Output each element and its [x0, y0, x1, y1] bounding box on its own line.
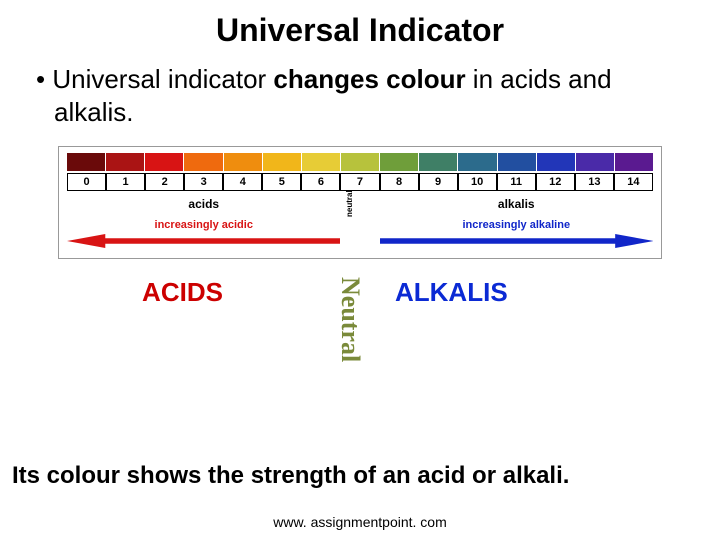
- ph-swatch: [263, 153, 302, 171]
- ph-number: 5: [262, 173, 301, 191]
- neutral-big-label: Neutral: [325, 277, 365, 407]
- label-neutral: neutral: [340, 197, 379, 217]
- ph-number: 11: [497, 173, 536, 191]
- acidic-arrow-text: increasingly acidic: [67, 219, 340, 231]
- ph-swatch: [380, 153, 419, 171]
- alkaline-arrow-text: increasingly alkaline: [380, 219, 653, 231]
- ph-swatch: [341, 153, 380, 171]
- ph-number: 6: [301, 173, 340, 191]
- ph-number: 1: [106, 173, 145, 191]
- ph-swatch: [67, 153, 106, 171]
- ph-number: 14: [614, 173, 653, 191]
- ph-swatch: [458, 153, 497, 171]
- ph-number: 8: [380, 173, 419, 191]
- ph-category-labels: acids neutral alkalis: [67, 197, 653, 217]
- ph-number-row: 01234567891011121314: [67, 173, 653, 191]
- arrow-text-row: increasingly acidic increasingly alkalin…: [67, 219, 653, 231]
- ph-swatch: [498, 153, 537, 171]
- ph-swatch: [184, 153, 223, 171]
- ph-swatch: [537, 153, 576, 171]
- ph-number: 0: [67, 173, 106, 191]
- alkaline-arrow-icon: [380, 234, 653, 248]
- alkalis-big-label: ALKALIS: [365, 277, 680, 308]
- acids-big-label: ACIDS: [40, 277, 325, 308]
- ph-color-swatches: [67, 153, 653, 171]
- ph-swatch: [419, 153, 458, 171]
- bottom-caption: Its colour shows the strength of an acid…: [0, 462, 720, 490]
- ph-number: 3: [184, 173, 223, 191]
- ph-swatch: [145, 153, 184, 171]
- label-alkalis: alkalis: [380, 197, 653, 217]
- ph-swatch: [576, 153, 615, 171]
- page-title: Universal Indicator: [0, 12, 720, 49]
- ph-swatch: [106, 153, 145, 171]
- ph-number: 7: [340, 173, 379, 191]
- bullet-line: Universal indicator changes colour in ac…: [28, 63, 692, 128]
- footer-url: www. assignmentpoint. com: [0, 514, 720, 530]
- ph-number: 2: [145, 173, 184, 191]
- ph-swatch: [302, 153, 341, 171]
- bullet-bold: changes colour: [273, 64, 465, 94]
- ph-chart: 01234567891011121314 acids neutral alkal…: [58, 146, 662, 259]
- arrow-bar-row: [67, 234, 653, 248]
- label-acids: acids: [67, 197, 340, 217]
- acidic-arrow-icon: [67, 234, 340, 248]
- big-label-row: ACIDS Neutral ALKALIS: [40, 277, 680, 407]
- ph-number: 10: [458, 173, 497, 191]
- ph-swatch: [224, 153, 263, 171]
- ph-number: 9: [419, 173, 458, 191]
- ph-number: 12: [536, 173, 575, 191]
- ph-number: 4: [223, 173, 262, 191]
- ph-swatch: [615, 153, 653, 171]
- bullet-prefix: Universal indicator: [52, 64, 273, 94]
- ph-number: 13: [575, 173, 614, 191]
